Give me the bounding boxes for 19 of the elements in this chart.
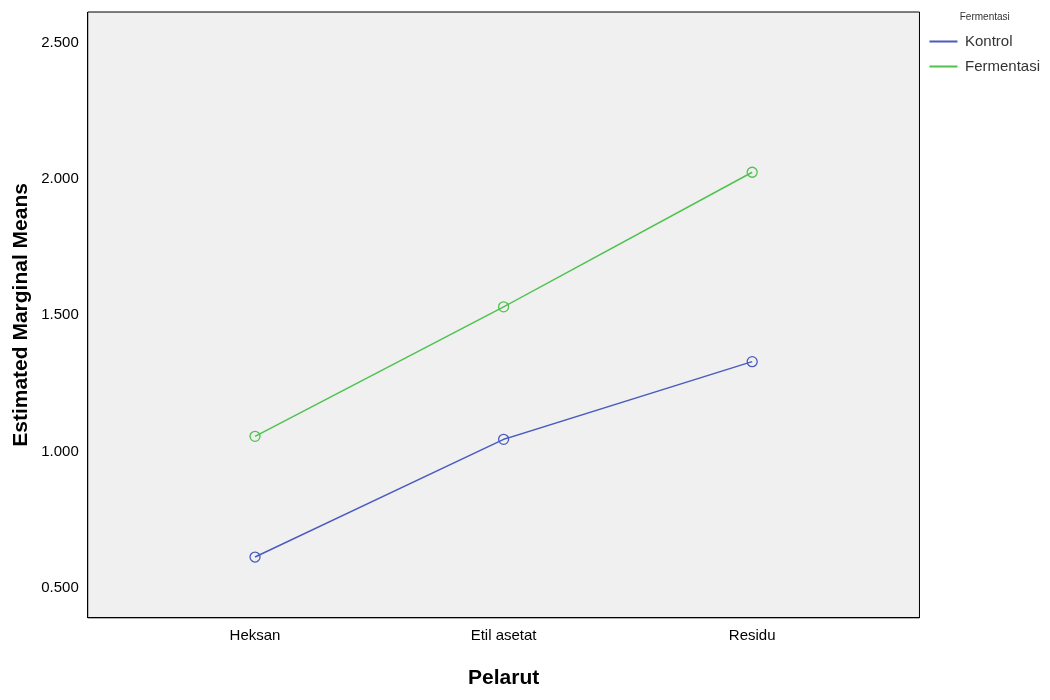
point xyxy=(497,433,510,445)
y-tick-label: 1.500 xyxy=(41,305,79,323)
y-tick-label: 1.000 xyxy=(41,441,79,459)
point xyxy=(497,301,510,313)
y-tick-label: 2.000 xyxy=(41,169,79,187)
x-tick-label: Etil asetat xyxy=(470,625,538,643)
point xyxy=(249,551,261,563)
y-axis-title: Estimated Marginal Means xyxy=(8,183,32,447)
legend-title: Fermentasi xyxy=(959,10,1010,22)
x-tick-label: Residu xyxy=(728,625,776,643)
y-tick-label: 0.500 xyxy=(41,577,79,595)
point xyxy=(746,355,758,368)
point xyxy=(746,166,758,178)
x-tick-label: Heksan xyxy=(229,625,281,643)
point xyxy=(249,430,261,442)
legend-label: Fermentasi xyxy=(964,56,1041,74)
y-tick-label: 2.500 xyxy=(41,32,79,50)
x-axis-title: Pelarut xyxy=(468,665,540,689)
legend-label: Kontrol xyxy=(964,31,1013,49)
